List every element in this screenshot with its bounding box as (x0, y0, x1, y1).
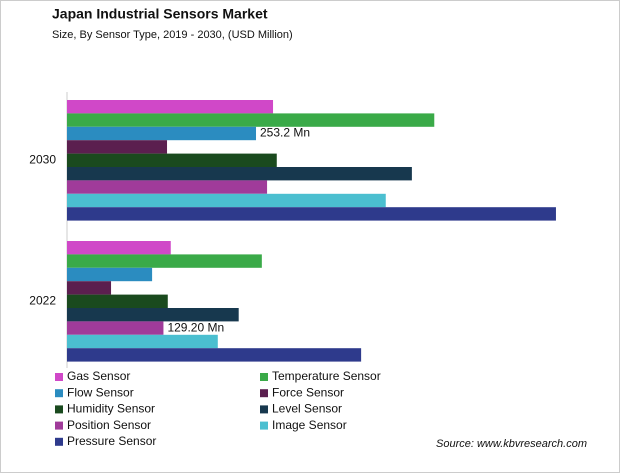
bar (67, 193, 386, 208)
legend-swatch (55, 437, 63, 446)
bar (67, 254, 262, 268)
bar (67, 113, 435, 127)
source: Source: www.kbvresearch.com (436, 438, 587, 450)
legend-swatch (260, 405, 268, 414)
bar (67, 126, 257, 141)
y-tick-label: 2022 (29, 293, 56, 307)
legend-label: Pressure Sensor (67, 434, 156, 448)
chart-subtitle: Size, By Sensor Type, 2019 - 2030, (USD … (52, 29, 293, 41)
legend-label: Gas Sensor (67, 369, 130, 383)
legend-swatch (55, 405, 63, 414)
bar (67, 180, 268, 194)
legend-label: Level Sensor (272, 402, 342, 416)
legend-swatch (260, 389, 268, 398)
bar (67, 100, 274, 114)
legend-swatch (55, 421, 63, 430)
value-label: 253.2 Mn (260, 126, 310, 140)
bar (67, 321, 164, 335)
legend-swatch (260, 373, 268, 381)
bar (67, 140, 168, 154)
y-tick-label: 2030 (29, 152, 56, 166)
bar (67, 294, 168, 308)
legend-label: Image Sensor (272, 418, 347, 432)
legend-label: Flow Sensor (67, 385, 134, 399)
bar (67, 167, 412, 181)
legend-label: Temperature Sensor (272, 369, 381, 383)
bar (67, 241, 171, 255)
bar (67, 348, 362, 362)
legend-swatch (55, 389, 63, 398)
chart-title: Japan Industrial Sensors Market (52, 6, 268, 22)
bar (67, 207, 556, 221)
legend-label: Force Sensor (272, 385, 344, 399)
bar (67, 267, 153, 282)
bar (67, 308, 239, 322)
bar (67, 281, 112, 295)
bar (67, 153, 277, 167)
legend-label: Humidity Sensor (67, 402, 155, 416)
bar (67, 334, 218, 349)
legend-label: Position Sensor (67, 418, 151, 432)
legend-swatch (55, 373, 63, 381)
value-label: 129.20 Mn (167, 320, 224, 334)
legend-swatch (260, 421, 268, 430)
